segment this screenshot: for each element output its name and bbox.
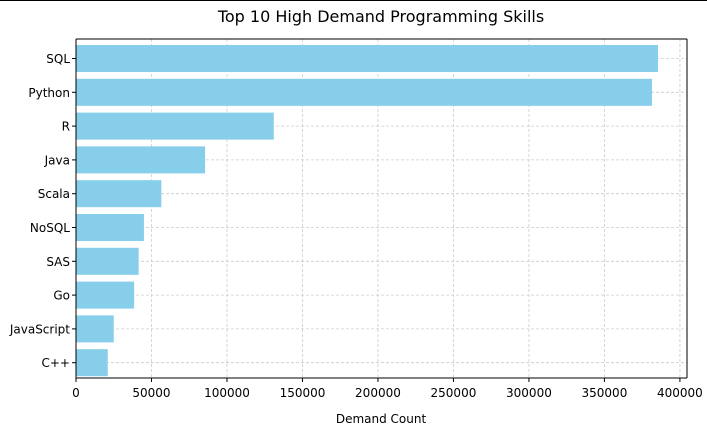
- x-axis-ticks: 0 50000 100000 150000 200000 250000 300000 3500…: [72, 378, 703, 400]
- bar-go: [76, 281, 135, 309]
- y-tick-label: JavaScript: [9, 322, 70, 336]
- bar-c-: [76, 349, 108, 377]
- x-tick-label: 300000: [506, 386, 552, 400]
- bar-sas: [76, 247, 139, 275]
- x-tick-label: 100000: [204, 386, 250, 400]
- bar-javascript: [76, 315, 114, 343]
- x-tick-label: 200000: [355, 386, 401, 400]
- y-axis-ticks: SQL Python R Java Scala NoSQL SAS Go JavaScript C…: [9, 52, 76, 370]
- y-tick-label: NoSQL: [30, 221, 70, 235]
- y-tick-label: Scala: [38, 187, 70, 201]
- y-tick-label: C++: [42, 356, 71, 370]
- x-tick-label: 0: [72, 386, 80, 400]
- y-tick-label: Java: [44, 153, 70, 167]
- y-tick-label: SAS: [46, 255, 70, 269]
- x-tick-label: 350000: [582, 386, 628, 400]
- bar-java: [76, 146, 206, 174]
- bar-r: [76, 112, 274, 140]
- bar-python: [76, 78, 652, 106]
- x-tick-label: 250000: [431, 386, 477, 400]
- y-tick-label: Python: [28, 86, 70, 100]
- bar-nosql: [76, 214, 144, 241]
- bar-scala: [76, 180, 162, 208]
- chart-title: Top 10 High Demand Programming Skills: [217, 7, 544, 26]
- x-tick-label: 50000: [132, 386, 170, 400]
- top-border-line: [0, 0, 707, 1]
- x-axis-label: Demand Count: [336, 412, 427, 426]
- bars: [76, 45, 659, 377]
- x-tick-label: 400000: [657, 386, 703, 400]
- x-tick-label: 150000: [280, 386, 326, 400]
- bar-sql: [76, 45, 659, 72]
- y-tick-label: R: [62, 120, 70, 134]
- y-tick-label: Go: [53, 289, 70, 303]
- axes: [75, 38, 688, 379]
- y-tick-label: SQL: [46, 52, 70, 66]
